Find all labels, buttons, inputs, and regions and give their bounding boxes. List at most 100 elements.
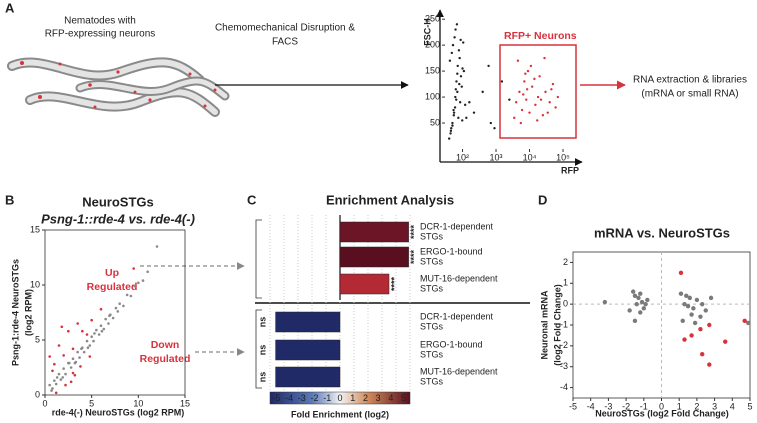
point [678,270,684,276]
point [459,38,462,42]
point [78,356,81,359]
category-label: STGs [420,321,444,331]
category-label: DCR-1-dependent [420,221,494,231]
point [114,306,118,310]
significance: ns [257,317,267,328]
point [687,295,693,301]
point [95,328,98,332]
point [99,307,103,311]
point [111,316,115,320]
point [116,310,120,313]
point [529,64,533,68]
point [79,365,82,368]
point [92,339,95,343]
x-tick-label: 10⁵ [556,152,570,162]
point [88,344,92,347]
point [468,101,471,104]
x-tick-label: 2 [694,401,699,411]
caption: FACS [272,37,298,48]
point [643,301,648,307]
point [88,355,92,358]
caption: Chemomechanical Disruption & [215,23,355,34]
point [54,382,58,386]
point [71,347,75,351]
point [69,380,73,384]
panel-label: B [5,192,14,207]
point [703,308,708,313]
point [122,304,125,308]
y-tick-label: 10 [30,279,40,289]
point [689,333,694,338]
x-tick-label: -2 [622,401,630,411]
point [554,106,557,109]
chart-title: Enrichment Analysis [326,192,454,207]
point [462,69,466,73]
point [451,121,454,125]
point [461,67,464,70]
point [632,293,638,298]
point [636,295,641,301]
point [55,376,59,379]
point [520,108,524,112]
point [536,95,540,99]
colorbar-label: 1 [350,393,355,403]
point [74,360,78,364]
point [746,320,751,326]
x-tick-label: 0 [42,398,47,408]
point [550,88,553,91]
point [458,82,461,86]
point [125,293,129,297]
point [51,387,54,390]
point [61,376,65,379]
point [694,297,700,303]
point [682,301,687,307]
point [76,322,79,325]
point [85,339,89,343]
point [461,119,464,122]
significance: **** [409,250,419,265]
point [551,82,555,86]
point [487,64,490,68]
point [452,108,455,112]
point [465,116,468,120]
chart-subtitle: Psng-1::rde-4 vs. rde-4(-) [41,211,195,226]
x-tick-label: -4 [587,401,595,411]
point [459,75,463,78]
point [449,129,453,133]
caption: RNA extraction & libraries [633,75,747,86]
bar [339,273,390,295]
point [447,137,451,140]
y-tick-label: 0 [35,389,40,399]
y-axis-label: FSC-H [422,18,432,46]
bar [275,311,341,333]
point [518,90,521,94]
panel-label: D [538,192,547,207]
y-tick-label: 5 [35,334,40,344]
point [698,314,703,319]
point [53,362,56,366]
point [100,329,104,333]
point [102,327,106,331]
point [513,116,516,120]
point [533,77,536,81]
point [630,289,636,294]
point [536,119,539,122]
point [632,318,638,324]
colorbar-label: 3 [376,393,381,403]
point [460,85,463,88]
point [698,326,703,332]
y-axis-label: (log2 Fold Change) [552,284,562,366]
point [684,293,689,298]
point [57,344,61,347]
point [59,378,63,381]
x-axis-label: NeuroSTGs (log2 Fold Change) [595,408,729,418]
x-axis-label: RFP [561,165,579,175]
point [132,267,135,270]
point [53,379,56,383]
point [67,361,71,365]
point [455,98,458,101]
point [456,64,459,68]
point [685,304,691,309]
colorbar-label: 0 [337,393,342,403]
point [451,124,454,127]
